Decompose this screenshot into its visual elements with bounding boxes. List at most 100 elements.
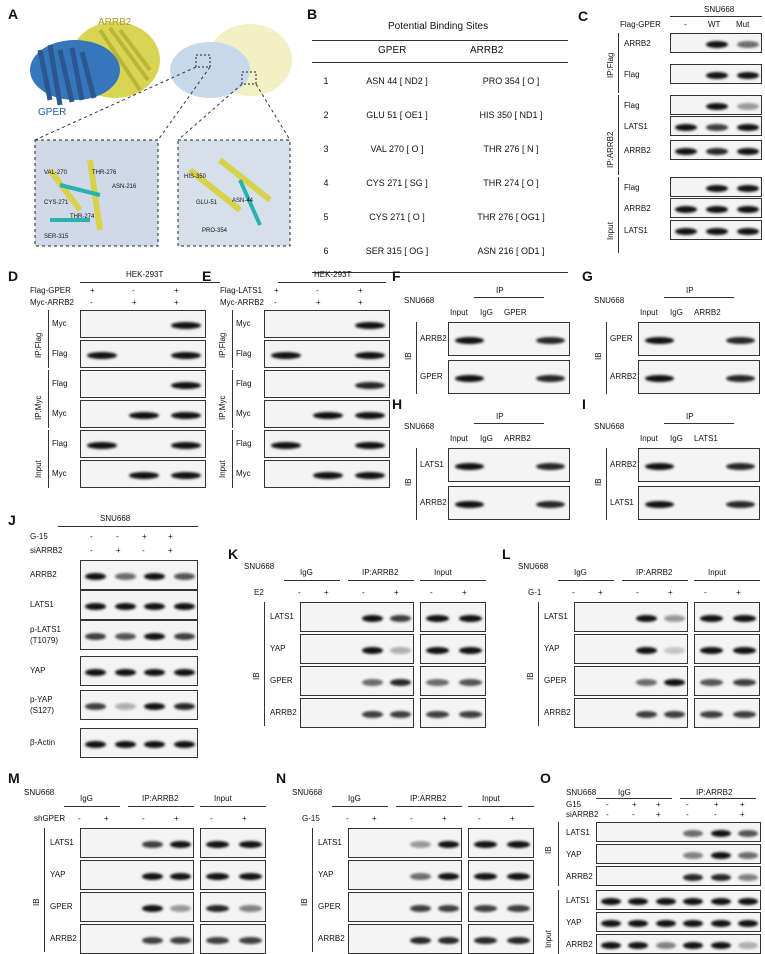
blot-row-label: YAP bbox=[50, 870, 66, 879]
sign: + bbox=[174, 814, 179, 823]
blot-band bbox=[170, 936, 191, 944]
blot-strip bbox=[80, 620, 198, 650]
divider bbox=[128, 806, 194, 807]
blot-band bbox=[683, 851, 704, 859]
blot-band bbox=[710, 919, 731, 927]
group-header: IP:ARRB2 bbox=[410, 794, 447, 803]
sign: - bbox=[210, 814, 213, 823]
table-row: 1 ASN 44 [ ND2 ] PRO 354 [ O ] bbox=[323, 76, 540, 86]
blot-band bbox=[628, 919, 649, 927]
blot-strip bbox=[468, 924, 534, 954]
sign: - bbox=[274, 298, 277, 307]
blot-band bbox=[628, 897, 649, 905]
cell-line: SNU668 bbox=[594, 422, 625, 431]
blot-band bbox=[506, 936, 531, 944]
blot-band bbox=[173, 702, 195, 710]
blot-row-label: ARRB2 bbox=[624, 146, 651, 155]
lane-label: GPER bbox=[504, 308, 527, 317]
blot-band bbox=[655, 941, 676, 949]
blot-row-label: Flag bbox=[236, 379, 252, 388]
blot-band bbox=[699, 646, 724, 654]
blot-band bbox=[114, 702, 136, 710]
blot-row-label: Flag bbox=[624, 101, 640, 110]
blot-band bbox=[738, 873, 759, 881]
blot-band bbox=[664, 646, 685, 654]
sign: - bbox=[116, 532, 119, 541]
blot-strip bbox=[670, 33, 762, 53]
blot-band bbox=[738, 919, 759, 927]
col-header-gper: GPER bbox=[378, 45, 407, 56]
binding-sites-table: 1 ASN 44 [ ND2 ] PRO 354 [ O ] 2 GLU 51 [ O… bbox=[312, 64, 568, 268]
blot-strip bbox=[596, 912, 761, 932]
condition-label: Myc-ARRB2 bbox=[30, 298, 75, 307]
blot-band bbox=[655, 919, 676, 927]
blot-band bbox=[170, 411, 202, 419]
blot-strip bbox=[574, 634, 688, 664]
blot-band bbox=[736, 227, 759, 235]
condition-label: Flag-LATS1 bbox=[220, 286, 263, 295]
blot-row-label: ARRB2 bbox=[610, 372, 637, 381]
table-row: 4 CYS 271 [ SG ] THR 274 [ O ] bbox=[323, 178, 539, 188]
blot-row-label: YAP bbox=[270, 644, 286, 653]
divider bbox=[416, 322, 417, 394]
residue-label: ASN-216 bbox=[112, 184, 137, 190]
blot-strip bbox=[420, 698, 486, 728]
divider bbox=[474, 297, 544, 298]
sign: - bbox=[142, 546, 145, 555]
blot-band bbox=[270, 441, 302, 449]
divider bbox=[284, 580, 340, 581]
blot-strip bbox=[80, 370, 206, 398]
ib-label: IB bbox=[526, 672, 535, 680]
divider bbox=[44, 828, 45, 952]
blot-band bbox=[664, 678, 685, 686]
divider bbox=[232, 430, 233, 488]
panel-label-a: A bbox=[8, 6, 19, 22]
condition-label: siARRB2 bbox=[566, 810, 599, 819]
blot-band bbox=[675, 205, 698, 213]
blot-strip bbox=[596, 822, 761, 842]
cell-line: SNU668 bbox=[100, 514, 131, 523]
ib-label: IB bbox=[404, 352, 413, 360]
sign: + bbox=[736, 588, 741, 597]
ib-label: IB bbox=[544, 846, 553, 854]
blot-band bbox=[458, 710, 483, 718]
blot-band bbox=[458, 646, 483, 654]
blot-band bbox=[238, 872, 263, 880]
blot-row-label: GPER bbox=[270, 676, 293, 685]
blot-band bbox=[683, 919, 704, 927]
blot-band bbox=[144, 632, 166, 640]
blot-band bbox=[173, 740, 195, 748]
lane-label: Input bbox=[450, 434, 468, 443]
blot-strip bbox=[670, 177, 762, 197]
blot-band bbox=[710, 851, 731, 859]
blot-band bbox=[675, 147, 698, 155]
table-row: 6 SER 315 [ OG ] ASN 216 [ OD1 ] bbox=[323, 246, 545, 256]
sign: + bbox=[632, 800, 637, 809]
ib-label: IB bbox=[300, 898, 309, 906]
blot-band bbox=[170, 441, 202, 449]
blot-band bbox=[732, 614, 757, 622]
cell-line: HEK-293T bbox=[126, 270, 164, 279]
condition-label: shGPER bbox=[34, 814, 66, 823]
blot-strip bbox=[264, 430, 390, 458]
blot-row-label: Flag bbox=[624, 183, 640, 192]
residue-label: THR-276 bbox=[92, 170, 117, 176]
lane-label: IgG bbox=[480, 308, 493, 317]
blot-strip bbox=[80, 430, 206, 458]
blot-strip bbox=[574, 602, 688, 632]
sign: + bbox=[90, 286, 95, 295]
blot-row-label: LATS1 bbox=[544, 612, 568, 621]
divider bbox=[396, 806, 462, 807]
blot-strip bbox=[468, 860, 534, 890]
blot-band bbox=[354, 441, 386, 449]
ip-label: IP bbox=[496, 286, 504, 295]
blot-band bbox=[173, 572, 195, 580]
blot-strip bbox=[694, 698, 760, 728]
blot-band bbox=[238, 904, 263, 912]
blot-band bbox=[635, 710, 657, 718]
sign: - bbox=[142, 814, 145, 823]
blot-band bbox=[506, 840, 531, 848]
blot-band bbox=[536, 336, 566, 344]
blot-strip bbox=[80, 924, 194, 954]
blot-band bbox=[170, 840, 191, 848]
